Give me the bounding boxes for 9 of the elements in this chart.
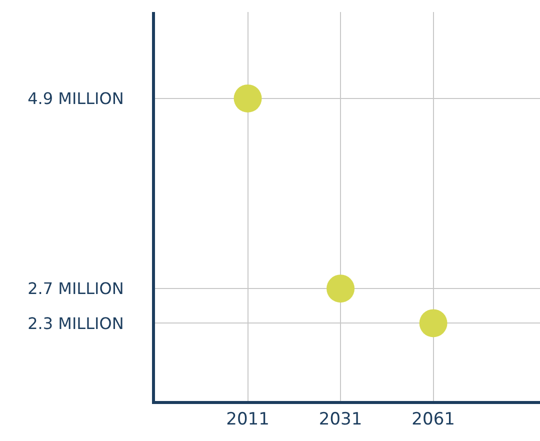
x-tick-label: 2061 bbox=[412, 409, 455, 430]
point bbox=[419, 309, 448, 338]
point bbox=[234, 84, 262, 112]
y-tick-label: 2.3 MILLION bbox=[28, 314, 124, 333]
y-tick-label: 2.7 MILLION bbox=[28, 279, 124, 298]
y-tick-label: 4.9 MILLION bbox=[28, 89, 124, 108]
x-tick-label: 2011 bbox=[226, 409, 270, 430]
x-tick-label: 2031 bbox=[318, 409, 362, 430]
point bbox=[326, 274, 355, 303]
